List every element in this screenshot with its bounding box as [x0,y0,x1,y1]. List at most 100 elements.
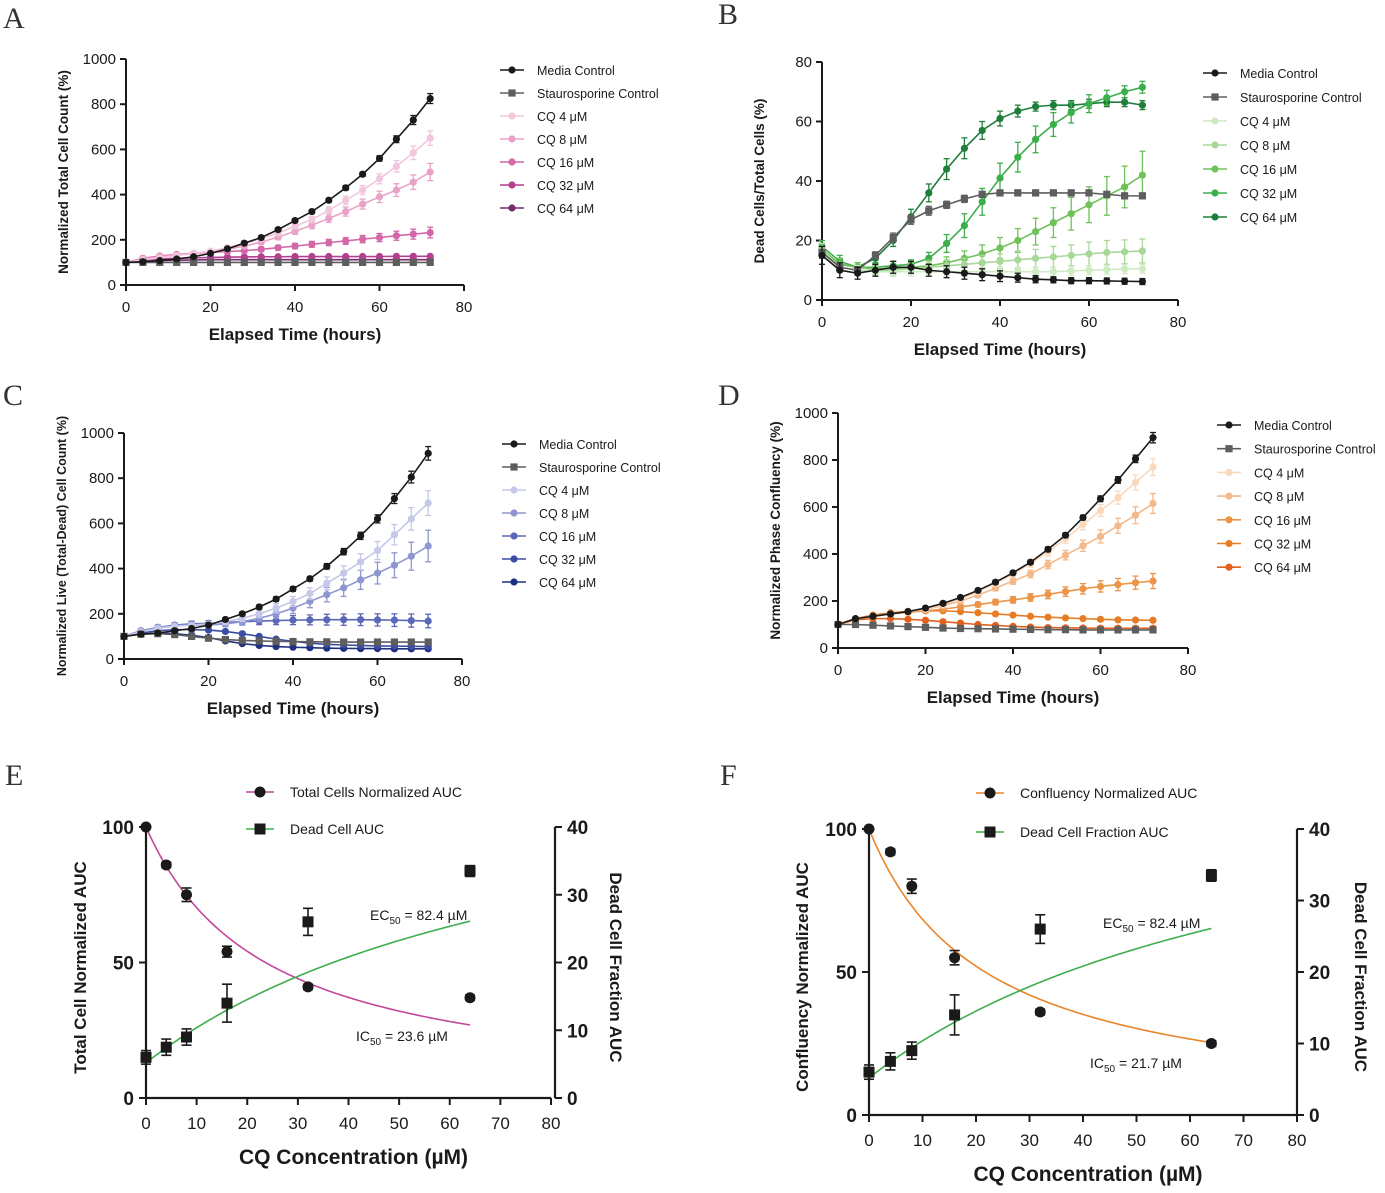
data-point [1121,248,1129,256]
data-point [272,604,280,612]
y-tick-label: 400 [89,561,114,578]
data-point [289,637,297,646]
data-point [904,615,912,623]
data-point [1044,613,1052,621]
data-point [1032,254,1040,262]
legend-item: CQ 8 μM [1203,139,1290,153]
data-point [204,626,213,634]
data-point [392,232,400,240]
data-point [325,238,333,247]
data-point [1131,478,1140,486]
data-point [925,189,933,197]
data-point [357,576,365,584]
series-points-1 [863,868,1217,1081]
data-point [409,178,417,186]
data-point [1138,277,1146,286]
data-point [1149,499,1157,508]
legend-item: Staurosporine Control [1203,91,1362,105]
y-tick-label: 0 [108,277,116,294]
x-tick-label: 80 [454,673,471,690]
legend-label: Dead Cell AUC [290,821,384,837]
y-tick-label: 50 [113,954,134,975]
data-point [978,126,986,135]
series-points-0 [140,821,476,1004]
y2-axis-label: Dead Cell Fraction AUC [606,872,625,1062]
data-point [1044,545,1052,553]
data-point [375,258,384,266]
data-point [884,846,896,858]
x-tick-label: 80 [1170,314,1187,331]
legend-item: CQ 32 μM [1217,538,1311,552]
data-point [1009,569,1017,577]
data-point [373,616,382,624]
fit-curve-1 [145,920,471,1064]
data-point [308,258,316,266]
legend-label: Staurosporine Control [539,461,661,475]
data-point [991,625,1000,633]
legend-item: CQ 4 μM [1217,466,1304,480]
legend-label: CQ 8 μM [537,133,587,147]
data-point [1085,201,1093,209]
data-point [1121,265,1129,273]
y-axis-label: Normalized Total Cell Count (%) [56,70,71,274]
data-point [1067,189,1075,197]
y-tick-label: 600 [89,515,114,532]
data-point [1032,103,1040,111]
data-point [974,586,982,595]
data-point [956,619,965,627]
legend-item: CQ 16 μM [1203,163,1297,177]
data-point [1061,551,1070,559]
data-point [323,562,331,570]
data-point [407,638,415,646]
x-axis-label: Elapsed Time (hours) [927,688,1100,707]
data-point [836,266,844,274]
data-point [204,634,213,642]
data-point [373,638,382,646]
data-point [818,251,826,259]
y2-tick-label: 10 [1309,1035,1330,1056]
legend-label: CQ 64 μM [1254,561,1311,575]
data-point [907,216,915,224]
data-point [426,258,434,266]
data-point [190,253,198,261]
data-point [171,627,179,635]
series-line [837,437,1154,626]
legend-item: CQ 16 μM [1217,514,1311,528]
data-point [1032,189,1040,197]
data-point [373,569,382,577]
data-point [1034,1006,1046,1018]
data-point [1049,253,1057,261]
data-point [375,175,384,183]
legend-marker [508,66,516,74]
fit-annotation-0: EC50 = 82.4 µM [370,907,467,927]
data-point [464,865,476,877]
data-point [272,637,280,645]
data-point [306,575,314,583]
data-point [884,1055,896,1067]
data-point [1096,532,1105,540]
data-point [308,221,316,229]
series-line [837,502,1154,626]
data-point [323,638,331,646]
legend-item: Staurosporine Control [500,87,659,101]
x-tick-label: 60 [1092,662,1109,679]
legend-label: Media Control [539,438,617,452]
x-tick-label: 30 [288,1114,307,1133]
legend-item: CQ 32 μM [502,553,596,567]
data-point [863,1066,875,1078]
data-point [340,569,348,577]
data-point [991,610,1000,618]
data-point [996,272,1004,280]
data-point [996,189,1004,197]
data-point [1103,94,1111,102]
data-point [340,584,348,592]
data-point [342,252,350,261]
data-point [342,184,350,192]
legend-marker [1225,421,1233,429]
data-point [426,252,434,260]
x-axis-label: Elapsed Time (hours) [209,325,382,344]
data-point [956,603,965,611]
data-point [907,263,915,271]
panel-letter-f: F [720,759,737,792]
data-point [181,889,192,901]
